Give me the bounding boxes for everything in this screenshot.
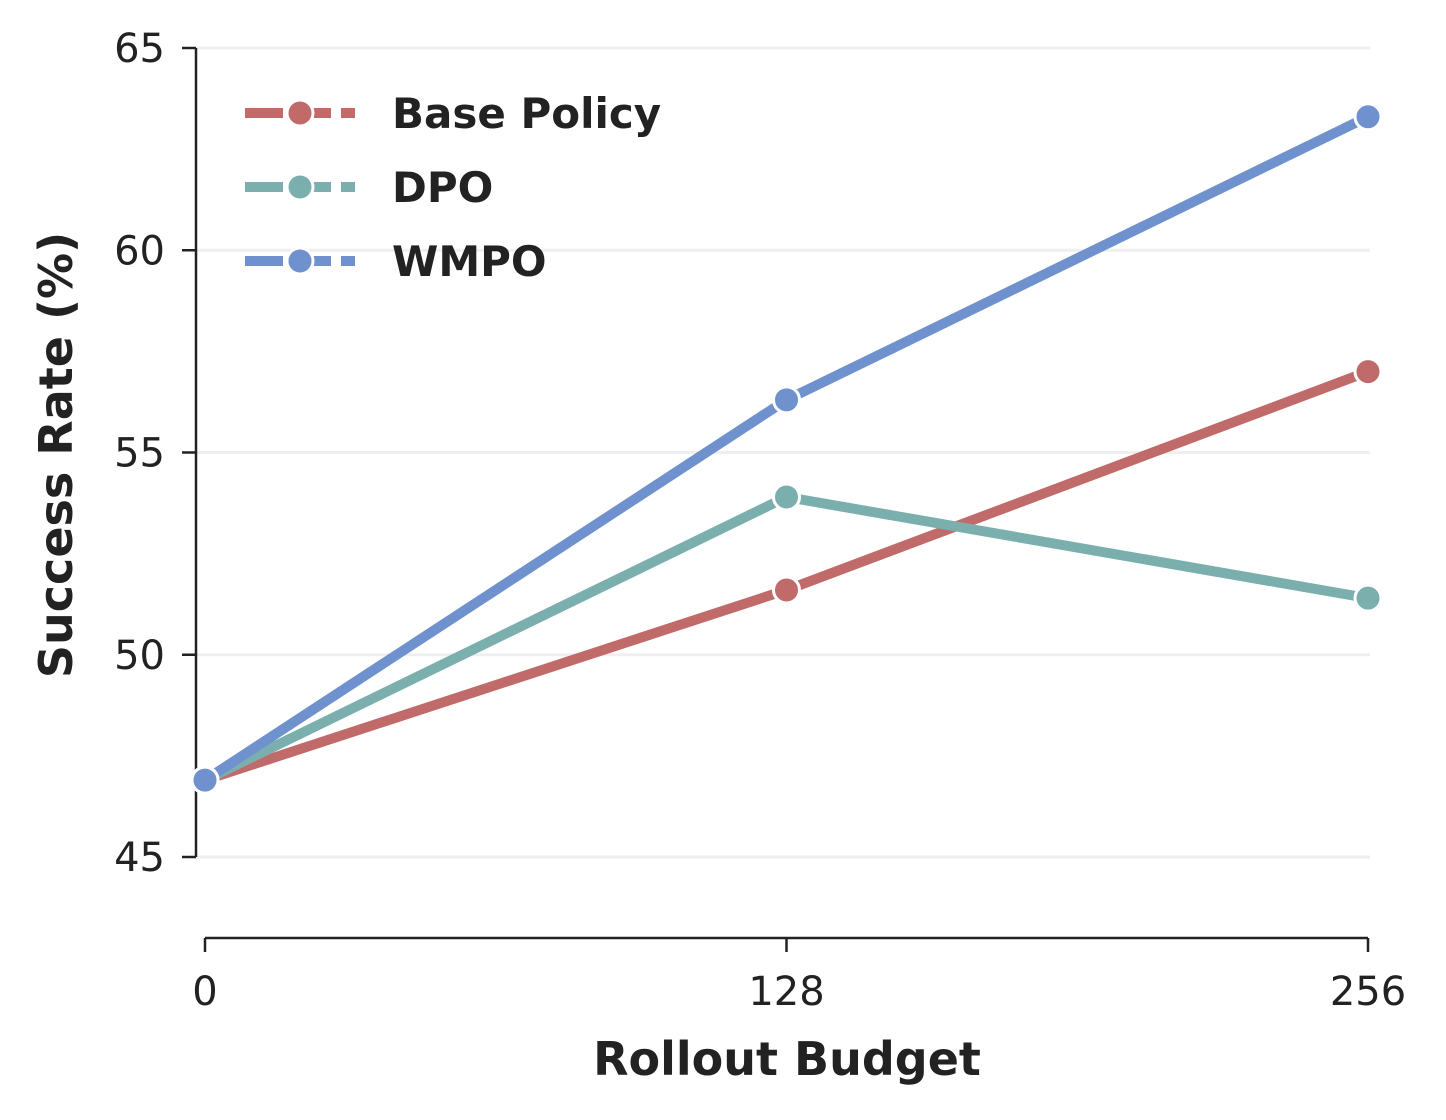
data-point xyxy=(772,385,801,415)
y-tick-label: 65 xyxy=(114,26,165,72)
y-tick-label: 45 xyxy=(114,835,165,881)
x-axis-label: Rollout Budget xyxy=(593,1032,981,1086)
y-tick-label: 60 xyxy=(114,228,165,274)
y-ticks: 45 50 55 60 65 xyxy=(114,26,196,881)
data-point xyxy=(772,575,801,605)
gridlines xyxy=(196,46,1370,859)
legend-label: DPO xyxy=(392,163,493,212)
x-tick-label: 128 xyxy=(748,969,824,1015)
data-point xyxy=(1353,583,1383,613)
y-tick-label: 50 xyxy=(114,633,165,679)
legend-label: Base Policy xyxy=(392,89,661,138)
legend-marker xyxy=(285,246,315,276)
x-tick-label: 0 xyxy=(192,969,217,1015)
legend: Base Policy DPO WMPO xyxy=(245,89,661,286)
data-point xyxy=(772,482,801,512)
legend-marker xyxy=(285,172,315,202)
y-tick-label: 55 xyxy=(114,431,165,477)
data-point xyxy=(1353,357,1383,387)
series-line-wmpo xyxy=(202,112,1371,785)
series-line-dpo xyxy=(202,491,1369,785)
legend-marker xyxy=(285,98,315,128)
x-ticks: 0 128 256 xyxy=(192,938,1406,1015)
data-point xyxy=(1353,102,1383,132)
legend-label: WMPO xyxy=(392,237,547,286)
x-tick-label: 256 xyxy=(1330,969,1406,1015)
series-lines xyxy=(190,102,1383,795)
data-point xyxy=(190,765,220,795)
y-axis-label: Success Rate (%) xyxy=(29,232,83,678)
